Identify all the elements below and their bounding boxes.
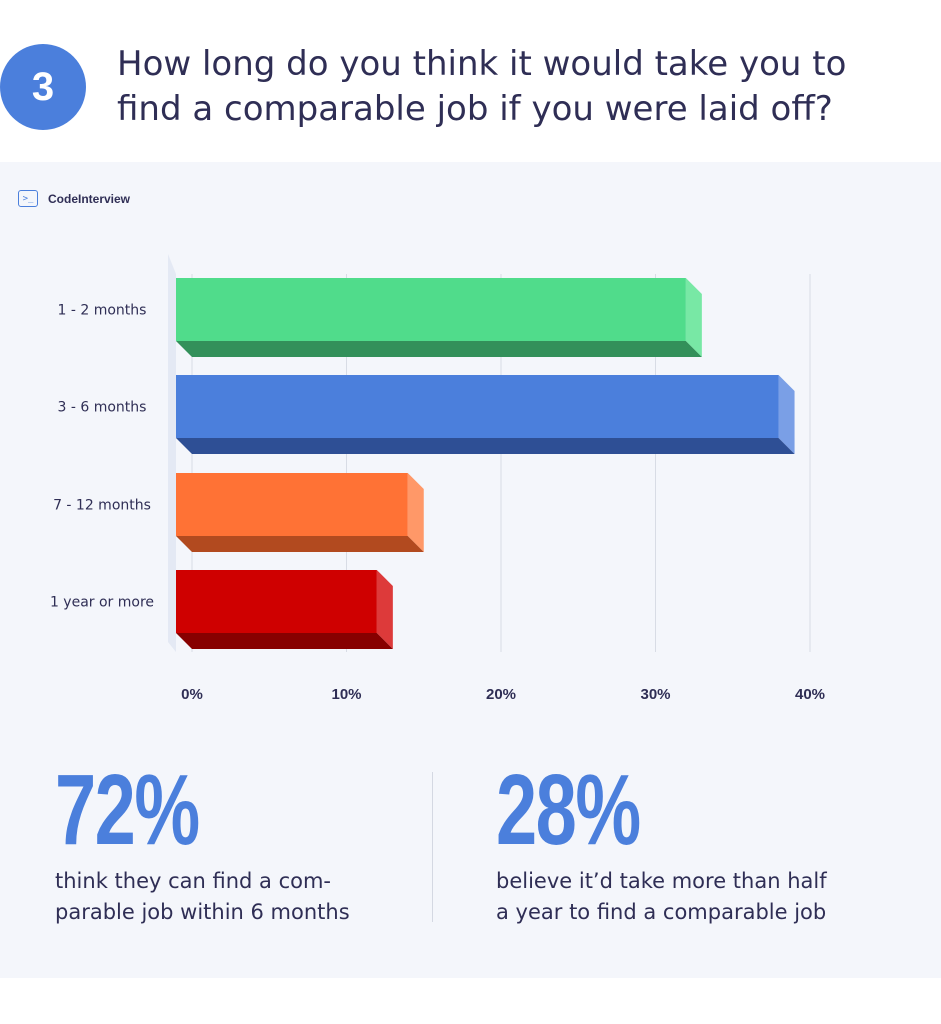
category-label: 1 year or more	[50, 595, 154, 611]
bar-bottom	[176, 633, 393, 649]
bar-bottom	[176, 438, 795, 454]
axis-wall	[168, 254, 176, 652]
bar	[176, 473, 408, 536]
stats-divider	[432, 772, 433, 922]
terminal-icon: >_	[18, 190, 38, 207]
question-title: How long do you think it would take you …	[117, 44, 847, 129]
stat-right: 28% believe it’d take more than half a y…	[496, 760, 916, 928]
category-label: 3 - 6 months	[58, 400, 147, 416]
stat-text: believe it’d take more than half a year …	[496, 869, 827, 924]
stat-text: think they can find a com- parable job w…	[55, 869, 350, 924]
stat-value: 28%	[496, 754, 641, 866]
stat-left: 72% think they can find a com- parable j…	[55, 760, 415, 928]
bar	[176, 278, 686, 341]
bar-side	[685, 278, 702, 357]
x-tick-label: 10%	[331, 686, 361, 703]
brand: >_ CodeInterview	[18, 190, 130, 207]
x-tick-label: 20%	[486, 686, 516, 703]
bar	[176, 570, 377, 633]
category-label: 7 - 12 months	[53, 498, 151, 514]
bar-side	[376, 570, 393, 649]
bar-bottom	[176, 536, 424, 552]
stat-value: 72%	[55, 754, 200, 866]
category-label: 1 - 2 months	[58, 303, 147, 319]
bar-bottom	[176, 341, 702, 357]
bar	[176, 375, 779, 438]
x-tick-label: 40%	[795, 686, 825, 703]
bar-chart: 0% 10% 20% 30% 40% 1 - 2 months 3 - 6 months 7 …	[50, 254, 825, 703]
question-number-badge: 3	[0, 44, 86, 130]
brand-name: CodeInterview	[48, 191, 131, 206]
x-tick-label: 30%	[640, 686, 670, 703]
bar-side	[778, 375, 795, 454]
bar-side	[407, 473, 424, 552]
x-tick-label: 0%	[181, 686, 203, 703]
